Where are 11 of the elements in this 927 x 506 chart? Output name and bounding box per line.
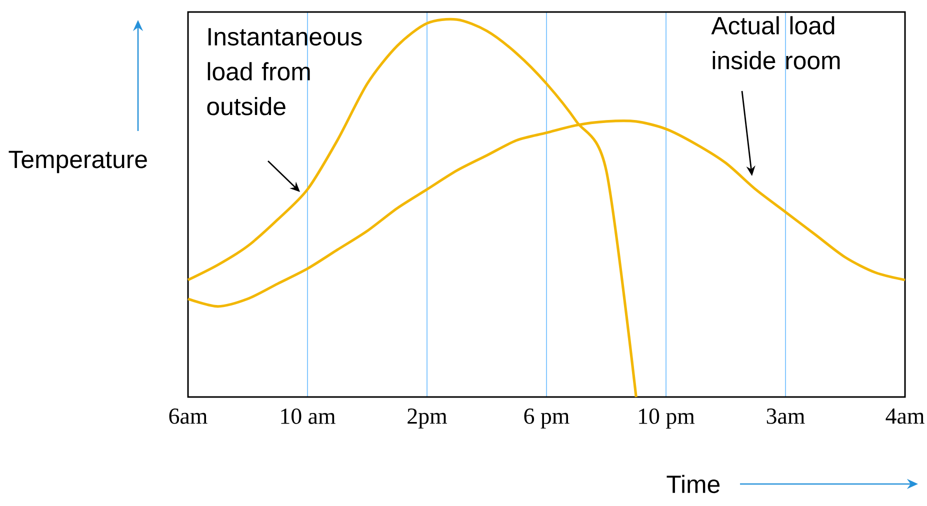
x-tick-label: 10 am <box>281 408 336 424</box>
x-tick-label: 4am <box>886 408 924 424</box>
y-axis-title: Temperature <box>8 150 147 174</box>
x-tick-label: 3am <box>766 408 805 424</box>
x-tick-label: 6am <box>169 408 208 424</box>
x-tick-label: 6 pm <box>524 408 570 429</box>
x-axis-title: Time <box>666 474 720 494</box>
x-tick-label: 10 pm <box>639 408 695 429</box>
text: Actual load inside room <box>711 16 840 70</box>
x-tick-label: 2pm <box>408 408 448 429</box>
series-label: Instantaneous load from outside <box>207 28 362 116</box>
